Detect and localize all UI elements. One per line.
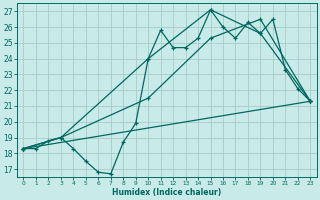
X-axis label: Humidex (Indice chaleur): Humidex (Indice chaleur) <box>112 188 221 197</box>
